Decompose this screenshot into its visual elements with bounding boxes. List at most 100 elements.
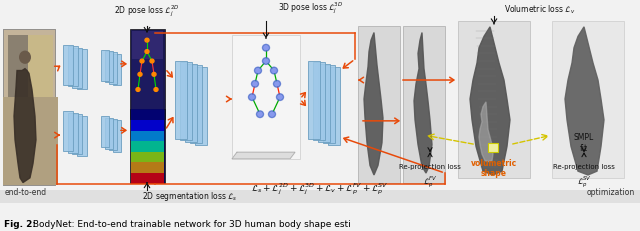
Circle shape	[248, 94, 255, 100]
Text: volumetric
shape: volumetric shape	[471, 159, 517, 178]
Bar	[131, 120, 164, 131]
Circle shape	[256, 69, 260, 73]
Bar	[180, 62, 192, 140]
Polygon shape	[14, 69, 36, 182]
Circle shape	[140, 59, 144, 63]
Circle shape	[252, 80, 259, 87]
Ellipse shape	[19, 51, 31, 64]
Bar	[3, 29, 55, 185]
Polygon shape	[364, 33, 383, 175]
Bar	[113, 54, 121, 85]
Bar	[131, 162, 164, 173]
Bar	[318, 64, 330, 142]
Bar	[101, 116, 109, 147]
Text: Re-projection loss: Re-projection loss	[553, 164, 615, 170]
Circle shape	[253, 82, 257, 86]
Text: Re-projection loss: Re-projection loss	[399, 164, 461, 170]
Bar	[131, 152, 164, 162]
Polygon shape	[232, 152, 295, 159]
Polygon shape	[470, 27, 510, 175]
Circle shape	[154, 88, 158, 91]
Bar	[131, 141, 164, 152]
Text: $\mathcal{L}_p^{FV}$: $\mathcal{L}_p^{FV}$	[423, 174, 437, 189]
Text: end-to-end: end-to-end	[5, 188, 47, 197]
Circle shape	[270, 112, 274, 116]
Circle shape	[262, 58, 269, 64]
Bar	[232, 35, 300, 159]
Polygon shape	[565, 27, 604, 175]
Bar	[131, 173, 164, 183]
Polygon shape	[479, 102, 493, 162]
Circle shape	[136, 88, 140, 91]
Text: 3D pose loss $\mathcal{L}_j^{3D}$: 3D pose loss $\mathcal{L}_j^{3D}$	[278, 1, 342, 16]
Circle shape	[276, 94, 284, 100]
Polygon shape	[414, 33, 432, 173]
Bar	[113, 120, 121, 152]
Circle shape	[258, 112, 262, 116]
Bar	[132, 31, 163, 59]
Bar	[67, 46, 77, 86]
Bar	[132, 31, 163, 117]
Bar	[403, 26, 445, 182]
Bar	[308, 61, 320, 139]
Bar	[63, 45, 73, 85]
Bar	[175, 61, 187, 139]
Circle shape	[145, 38, 149, 42]
Bar	[328, 67, 340, 145]
Circle shape	[257, 111, 264, 118]
Text: $\mathcal{L}_s + \mathcal{L}_j^{2D} + \mathcal{L}_j^{3D} + \mathcal{L}_v + \math: $\mathcal{L}_s + \mathcal{L}_j^{2D} + \m…	[252, 181, 388, 197]
Circle shape	[271, 67, 278, 74]
Text: BodyNet: End-to-end trainable network for 3D human body shape esti: BodyNet: End-to-end trainable network fo…	[30, 220, 351, 229]
Bar	[358, 26, 400, 182]
Circle shape	[273, 80, 280, 87]
Circle shape	[278, 95, 282, 99]
Circle shape	[269, 111, 275, 118]
Circle shape	[262, 44, 269, 51]
Text: 2D pose loss $\mathcal{L}_j^{2D}$: 2D pose loss $\mathcal{L}_j^{2D}$	[114, 4, 180, 19]
Bar	[77, 49, 86, 89]
Bar	[552, 21, 624, 178]
Bar	[105, 118, 113, 149]
Bar	[3, 29, 55, 185]
Bar	[109, 52, 117, 84]
Bar	[3, 97, 58, 185]
Bar	[0, 190, 640, 204]
Bar	[0, 12, 640, 197]
Text: 2D segmentation loss $\mathcal{L}_s$: 2D segmentation loss $\mathcal{L}_s$	[142, 190, 237, 203]
Bar	[130, 29, 165, 119]
Bar	[101, 50, 109, 81]
Bar	[63, 111, 73, 151]
Bar	[458, 21, 530, 178]
Bar	[131, 109, 164, 120]
Circle shape	[264, 59, 268, 63]
Bar	[8, 35, 38, 182]
Circle shape	[264, 46, 268, 50]
Circle shape	[250, 95, 254, 99]
Circle shape	[255, 67, 262, 74]
Text: SMPL
fit: SMPL fit	[574, 133, 594, 153]
Bar	[77, 116, 86, 155]
Text: Volumetric loss $\mathcal{L}_v$: Volumetric loss $\mathcal{L}_v$	[504, 4, 576, 16]
Text: $\mathcal{L}_p^{SV}$: $\mathcal{L}_p^{SV}$	[577, 174, 591, 189]
Bar	[190, 65, 202, 143]
Circle shape	[145, 50, 149, 53]
Bar	[105, 51, 113, 82]
Bar	[72, 114, 82, 154]
Bar	[130, 109, 165, 182]
Circle shape	[138, 73, 142, 76]
Bar	[109, 119, 117, 150]
Circle shape	[150, 59, 154, 63]
Text: Fig. 2:: Fig. 2:	[4, 220, 36, 229]
Text: optimization: optimization	[587, 188, 635, 197]
Bar	[28, 35, 53, 130]
Bar	[323, 65, 335, 143]
Bar	[72, 48, 82, 88]
Bar	[67, 113, 77, 153]
Circle shape	[272, 69, 276, 73]
Bar	[131, 131, 164, 141]
Circle shape	[275, 82, 279, 86]
Bar	[313, 62, 325, 140]
Bar	[185, 64, 197, 142]
Circle shape	[152, 73, 156, 76]
Bar	[488, 143, 498, 152]
